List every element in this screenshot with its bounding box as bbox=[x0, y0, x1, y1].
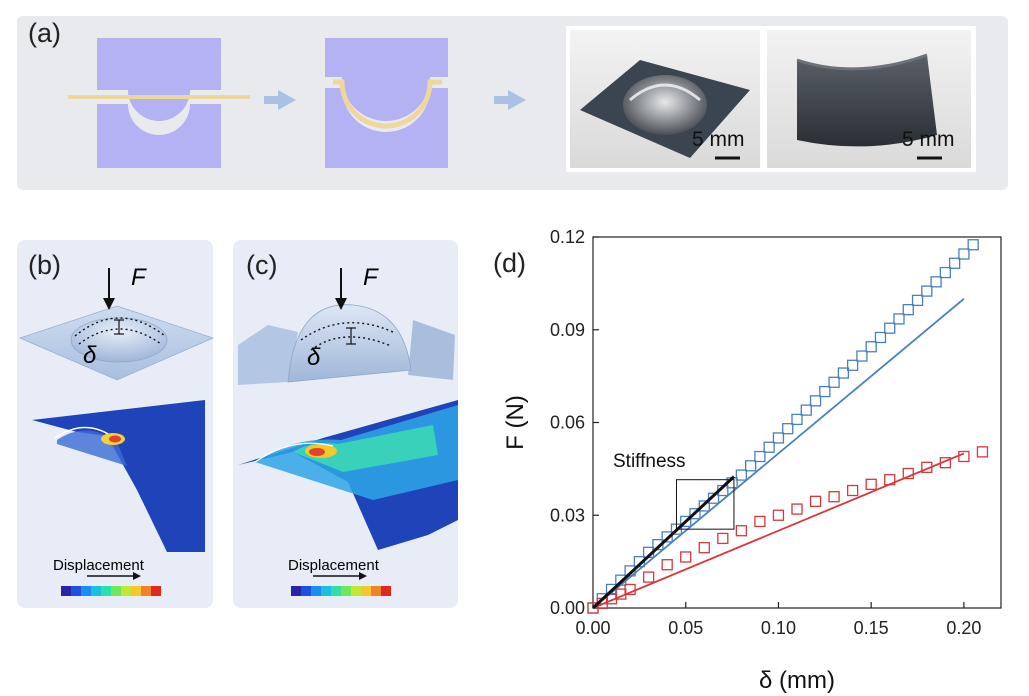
stiffness-box bbox=[675, 479, 735, 530]
y-tick-label: 0.09 bbox=[550, 320, 585, 340]
displacement-label-b: Displacement bbox=[53, 557, 144, 574]
series-line-1 bbox=[592, 298, 965, 609]
series-point-2 bbox=[754, 515, 766, 528]
series-point-0 bbox=[874, 331, 887, 344]
series-point-2 bbox=[828, 491, 840, 503]
dome-loading-diagram bbox=[18, 268, 215, 596]
series-point-0 bbox=[809, 395, 822, 407]
series-point-0 bbox=[772, 432, 785, 444]
series-point-0 bbox=[689, 508, 701, 520]
y-tick-label: 0.00 bbox=[550, 598, 585, 618]
series-point-0 bbox=[939, 266, 952, 279]
series-point-0 bbox=[967, 239, 979, 251]
series-point-0 bbox=[735, 469, 748, 481]
series-point-2 bbox=[846, 484, 859, 497]
displacement-colorbar-b bbox=[61, 586, 161, 596]
closed-die-top bbox=[325, 38, 448, 121]
series-point-0 bbox=[948, 257, 961, 269]
series-point-0 bbox=[782, 423, 794, 435]
series-point-2 bbox=[698, 542, 710, 554]
y-tick-label: 0.03 bbox=[550, 505, 585, 525]
series-point-2 bbox=[772, 509, 785, 521]
series-point-0 bbox=[865, 341, 877, 353]
arch-flange-left bbox=[238, 325, 298, 385]
series-point-0 bbox=[911, 294, 924, 307]
series-point-2 bbox=[680, 551, 692, 563]
series-point-0 bbox=[680, 515, 692, 528]
series-point-0 bbox=[624, 565, 636, 577]
y-tick-label: 0.06 bbox=[550, 413, 585, 433]
x-tick-label: 0.05 bbox=[668, 618, 703, 638]
series-point-0 bbox=[791, 413, 803, 426]
series-point-2 bbox=[624, 583, 636, 596]
series-point-0 bbox=[902, 304, 914, 316]
series-point-0 bbox=[856, 350, 868, 362]
displacement-label-c: Displacement bbox=[288, 557, 379, 574]
series-point-2 bbox=[976, 446, 989, 458]
photo-arch-sample bbox=[767, 30, 971, 168]
arch-loading-diagram bbox=[238, 268, 458, 596]
fe-dome-contour bbox=[32, 400, 205, 552]
panel-d-letter: (d) bbox=[493, 248, 526, 278]
forming-process-diagram bbox=[68, 38, 526, 168]
delta-label-c: δ bbox=[307, 344, 321, 371]
series-point-2 bbox=[902, 467, 914, 480]
x-axis-label: δ (mm) bbox=[759, 667, 835, 694]
series-point-0 bbox=[958, 248, 970, 260]
arch-flange-right bbox=[408, 320, 455, 380]
series-point-0 bbox=[763, 441, 775, 453]
panel-b-letter: (b) bbox=[28, 250, 61, 280]
series-point-0 bbox=[661, 531, 673, 543]
force-label-c: F bbox=[363, 264, 378, 291]
series-point-0 bbox=[884, 322, 896, 334]
delta-label-b: δ bbox=[83, 342, 97, 369]
closed-die-bottom bbox=[325, 88, 448, 168]
photo-dome-sample bbox=[570, 30, 760, 168]
open-die-top bbox=[97, 38, 221, 121]
series-point-0 bbox=[846, 359, 859, 371]
right-scale-label: 5 mm bbox=[902, 128, 955, 151]
dome-shell bbox=[70, 317, 168, 363]
series-point-0 bbox=[819, 385, 831, 398]
x-tick-label: 0.10 bbox=[761, 618, 796, 638]
arch-shell bbox=[287, 304, 412, 383]
series-point-0 bbox=[837, 367, 850, 379]
x-tick-label: 0.15 bbox=[854, 618, 889, 638]
series-line-4 bbox=[591, 475, 735, 610]
series-point-0 bbox=[828, 376, 840, 388]
series-point-2 bbox=[717, 532, 729, 545]
panel-a-letter: (a) bbox=[28, 18, 61, 48]
series-point-0 bbox=[930, 276, 942, 288]
series-point-2 bbox=[735, 525, 748, 537]
series-line-3 bbox=[592, 452, 965, 609]
process-arrow-1 bbox=[264, 90, 296, 110]
y-axis-label: F (N) bbox=[502, 395, 529, 450]
process-arrow-2 bbox=[494, 90, 526, 110]
panel-c-letter: (c) bbox=[246, 250, 278, 280]
series-point-2 bbox=[865, 478, 877, 490]
stiffness-annotation: Stiffness bbox=[613, 451, 686, 472]
series-point-0 bbox=[744, 460, 757, 472]
x-tick-label: 0.20 bbox=[946, 618, 981, 638]
series-point-2 bbox=[791, 503, 803, 515]
left-scale-label: 5 mm bbox=[692, 128, 745, 151]
series-point-0 bbox=[893, 313, 905, 325]
formed-sheet bbox=[333, 79, 442, 129]
series-point-2 bbox=[642, 571, 655, 583]
series-point-2 bbox=[958, 450, 970, 463]
force-label-b: F bbox=[131, 264, 146, 291]
y-tick-label: 0.12 bbox=[550, 227, 585, 247]
series-point-2 bbox=[809, 495, 822, 507]
x-tick-label: 0.00 bbox=[575, 618, 610, 638]
series-point-0 bbox=[698, 500, 710, 512]
series-point-2 bbox=[661, 559, 673, 571]
open-die-bottom bbox=[97, 104, 221, 168]
series-point-0 bbox=[754, 450, 766, 463]
displacement-colorbar-c bbox=[291, 586, 391, 596]
series-point-0 bbox=[800, 404, 812, 416]
series-point-0 bbox=[921, 285, 933, 297]
